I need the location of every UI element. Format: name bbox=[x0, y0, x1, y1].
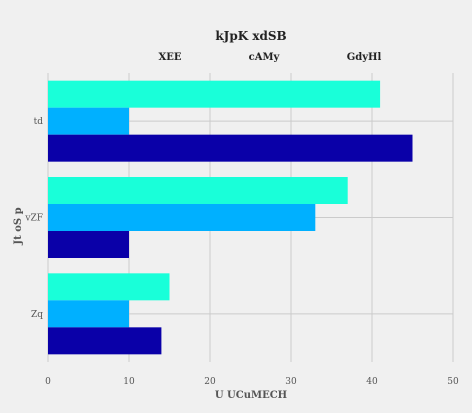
y-tick-labels: td vZF Zq bbox=[24, 117, 43, 320]
x-tick-label: 40 bbox=[366, 377, 378, 387]
bar-cAMy-Zq bbox=[48, 300, 129, 328]
bars-group bbox=[48, 80, 413, 355]
y-axis-label: Jt oS p bbox=[13, 207, 24, 245]
bar-XEE-td bbox=[48, 80, 381, 108]
bar-cAMy-vZF bbox=[48, 204, 316, 231]
legend-item-cAMy: cAMy bbox=[249, 52, 281, 63]
legend-item-XEE: XEE bbox=[158, 52, 181, 63]
bar-GdyHl-Zq bbox=[48, 327, 162, 355]
legend: XEE cAMy GdyHl bbox=[158, 52, 381, 63]
x-axis-label: U UCuMECH bbox=[215, 390, 287, 401]
x-tick-label: 30 bbox=[285, 377, 297, 387]
bar-GdyHl-td bbox=[48, 134, 413, 162]
bar-GdyHl-vZF bbox=[48, 231, 129, 258]
x-tick-label: 0 bbox=[45, 377, 51, 387]
x-tick-label: 20 bbox=[204, 377, 216, 387]
y-tick-label: td bbox=[34, 117, 44, 127]
x-tick-label: 50 bbox=[447, 377, 459, 387]
bar-XEE-Zq bbox=[48, 273, 170, 301]
legend-title: kJpK xdSB bbox=[215, 29, 286, 43]
y-tick-label: Zq bbox=[31, 310, 43, 320]
y-tick-label: vZF bbox=[24, 214, 43, 224]
bar-cAMy-td bbox=[48, 107, 129, 135]
x-tick-label: 10 bbox=[123, 377, 135, 387]
x-tick-labels: 0 10 20 30 40 50 bbox=[45, 377, 459, 387]
legend-item-GdyHl: GdyHl bbox=[347, 52, 382, 63]
bar-XEE-vZF bbox=[48, 177, 348, 204]
